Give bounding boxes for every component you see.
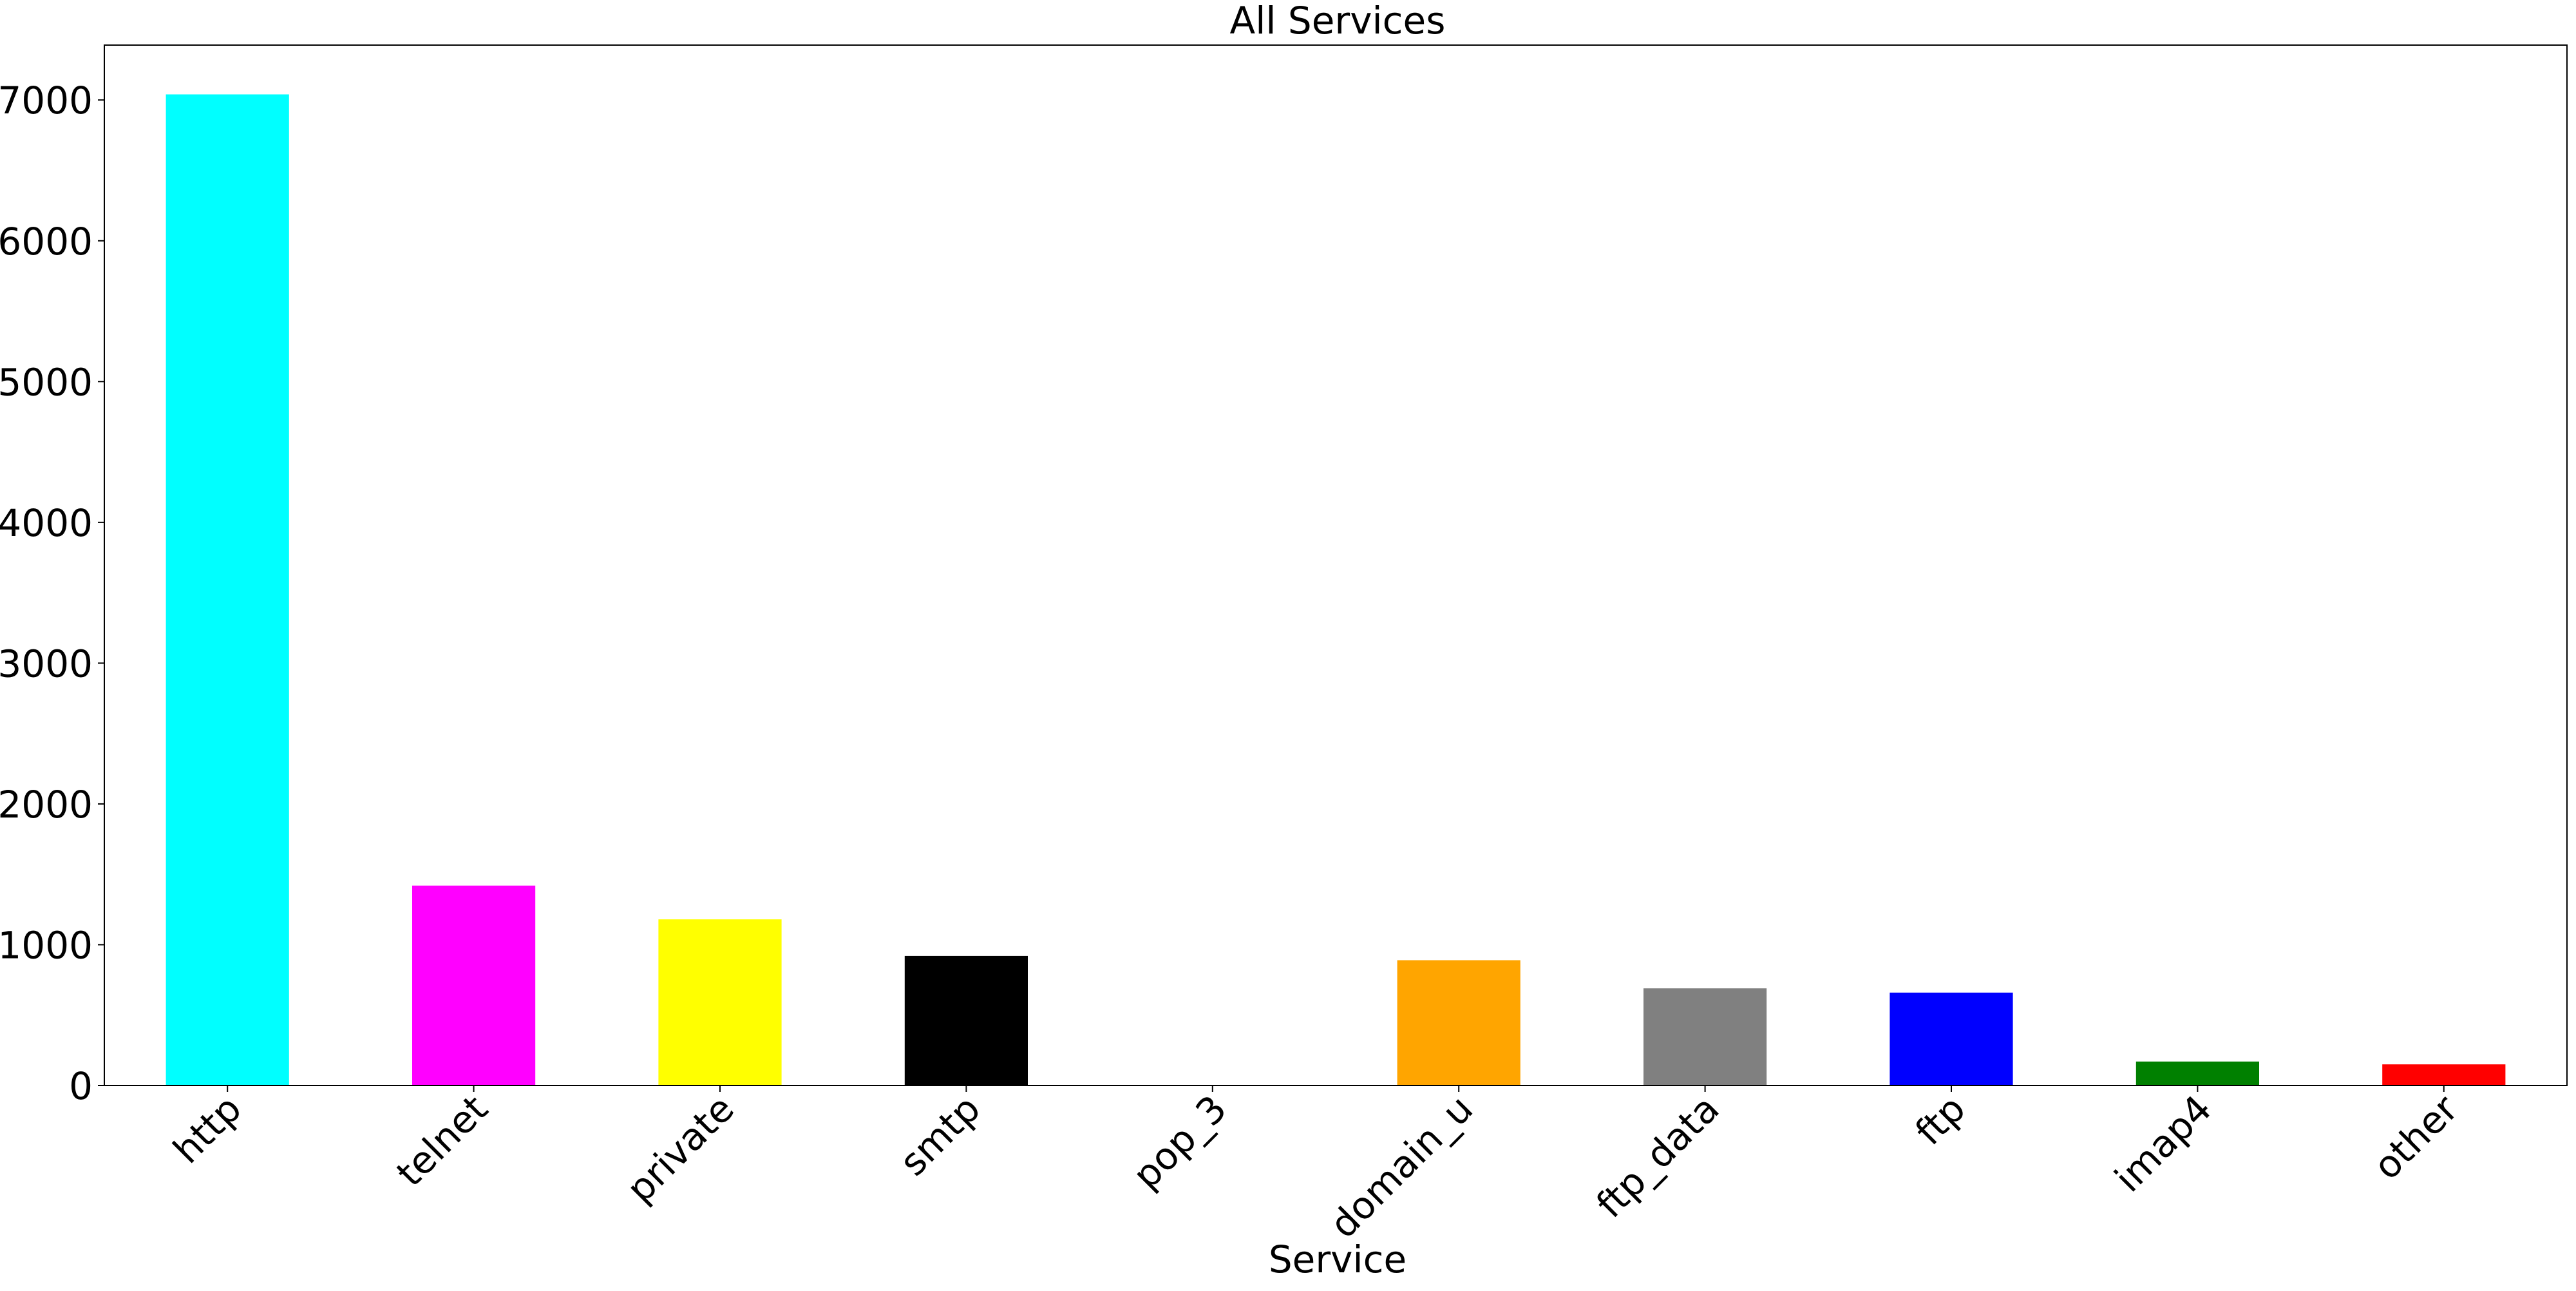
x-tick-label: ftp_data: [1588, 1087, 1728, 1227]
bar-other: [2382, 1064, 2506, 1085]
x-tick-label: other: [2365, 1087, 2466, 1188]
x-axis-label: Service: [1269, 1238, 1406, 1281]
y-tick-label: 0: [69, 1064, 93, 1108]
y-tick-label: 3000: [0, 642, 93, 685]
y-tick-label: 1000: [0, 923, 93, 967]
y-tick-label: 4000: [0, 501, 93, 545]
bar-ftp-data: [1643, 988, 1767, 1085]
x-tick-label: http: [165, 1087, 250, 1172]
bars-group: [166, 94, 2506, 1085]
bar-domain-u: [1397, 960, 1520, 1085]
x-tick-label: smtp: [891, 1087, 989, 1185]
x-axis-ticks: http telnet private smtp pop_3 domain_u ftp_da…: [165, 1085, 2467, 1247]
x-tick-label: imap4: [2107, 1087, 2221, 1201]
bar-telnet: [412, 885, 536, 1085]
chart-title: All Services: [1230, 0, 1446, 43]
x-tick-label: ftp: [1907, 1087, 1974, 1154]
bar-private: [658, 919, 782, 1085]
x-tick-label: pop_3: [1124, 1087, 1235, 1198]
bar-ftp: [1889, 992, 2013, 1085]
plot-frame: [104, 44, 2568, 1086]
y-axis-ticks: 0 1000 2000 3000 4000 5000 6000 7000: [0, 79, 104, 1108]
bar-http: [166, 94, 289, 1085]
bar-smtp: [904, 955, 1028, 1085]
y-tick-label: 2000: [0, 783, 93, 827]
x-tick-label: private: [618, 1087, 743, 1211]
bar-imap4: [2136, 1061, 2259, 1085]
x-tick-label: telnet: [388, 1087, 496, 1195]
x-tick-label: domain_u: [1321, 1087, 1481, 1247]
y-tick-label: 7000: [0, 79, 93, 122]
y-tick-label: 6000: [0, 220, 93, 263]
y-tick-label: 5000: [0, 360, 93, 404]
